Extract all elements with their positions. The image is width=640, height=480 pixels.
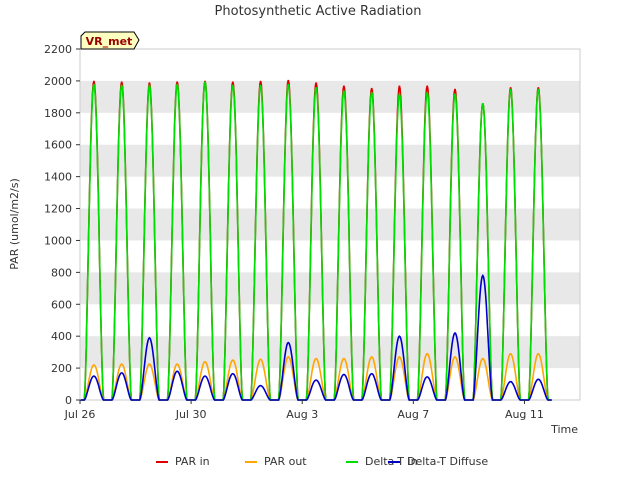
y-tick-label: 1600 [44, 139, 72, 152]
y-tick-label: 1200 [44, 203, 72, 216]
grid-bands [80, 80, 580, 369]
legend-label: PAR out [264, 455, 307, 468]
site-badge-shape [80, 31, 140, 50]
y-tick-label: 800 [51, 266, 72, 279]
y-axis: 0 200 400 600 800 1000 1200 1400 1600 1800 2000 220… [44, 43, 80, 407]
y-tick-label: 1800 [44, 107, 72, 120]
legend-label: PAR in [175, 455, 210, 468]
x-tick-label: Jul 26 [64, 408, 96, 421]
series-line-delta-t-in [80, 81, 552, 401]
x-axis: Jul 26 Jul 30 Aug 3 Aug 7 Aug 11 [64, 400, 544, 421]
legend-label: Delta-T Diffuse [407, 455, 488, 468]
grid-band [80, 336, 580, 369]
series-layer [80, 79, 552, 401]
y-tick-label: 1400 [44, 171, 72, 184]
x-tick-label: Aug 11 [505, 408, 544, 421]
site-badge-text: VR_met [86, 35, 133, 48]
x-tick-label: Jul 30 [175, 408, 207, 421]
x-axis-label: Time [550, 423, 578, 436]
series-line-delta-t-diffuse [80, 274, 552, 401]
x-tick-label: Aug 3 [286, 408, 318, 421]
chart-title: Photosynthetic Active Radiation [215, 4, 422, 19]
y-tick-label: 0 [65, 394, 72, 407]
grid-band [80, 208, 580, 241]
grid-band [80, 144, 580, 177]
site-badge: VR_met [80, 31, 140, 50]
y-tick-label: 400 [51, 330, 72, 343]
y-tick-label: 1000 [44, 234, 72, 247]
y-tick-label: 200 [51, 362, 72, 375]
y-axis-label: PAR (umol/m2/s) [8, 178, 21, 270]
y-tick-label: 2200 [44, 43, 72, 56]
x-tick-label: Aug 7 [397, 408, 429, 421]
y-tick-label: 2000 [44, 75, 72, 88]
grid-band [80, 80, 580, 113]
y-tick-label: 600 [51, 298, 72, 311]
grid-band [80, 272, 580, 305]
